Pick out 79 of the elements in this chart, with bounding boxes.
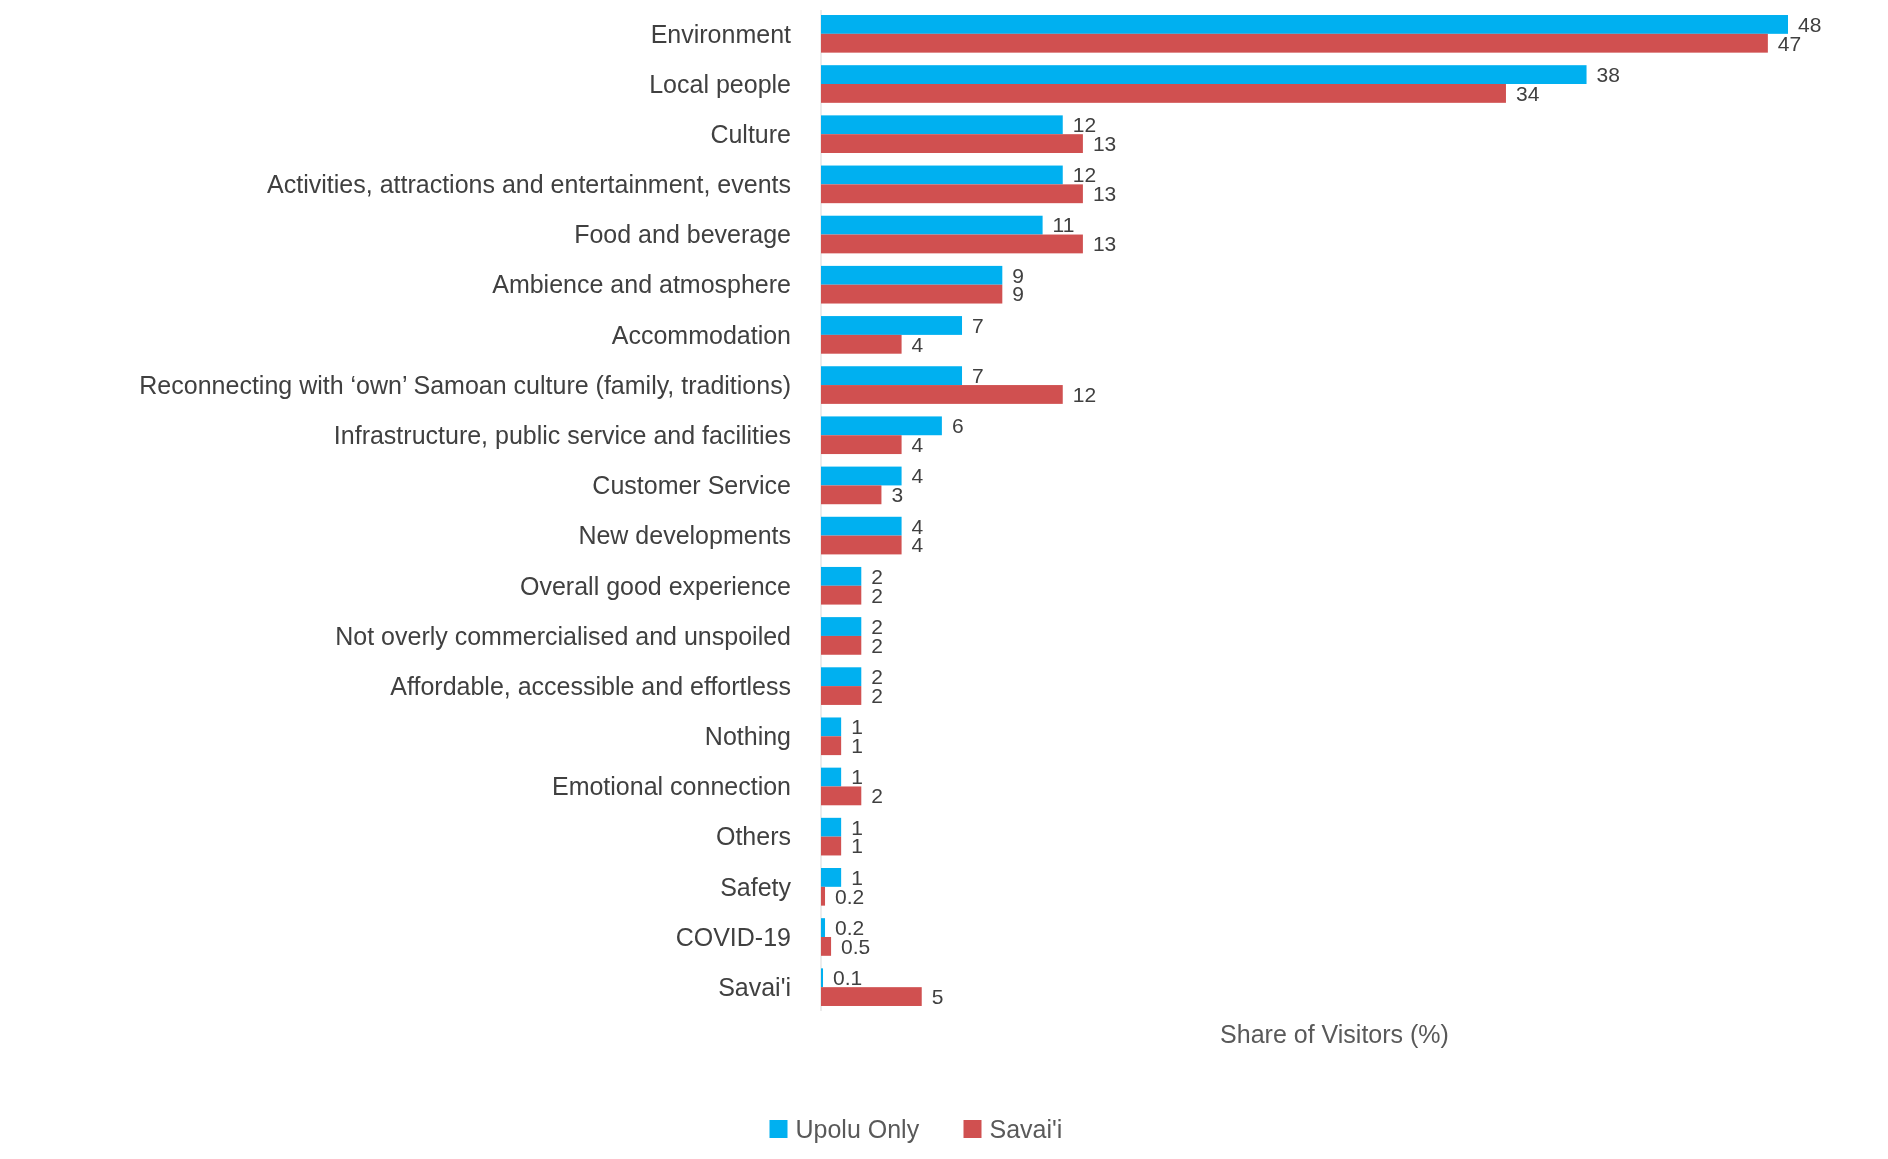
bar	[821, 786, 862, 806]
bar	[821, 767, 842, 787]
bar	[821, 886, 826, 906]
bar	[821, 265, 1003, 285]
y-tick-label: New developments	[578, 521, 791, 550]
data-label: 4	[911, 464, 924, 488]
data-label: 12	[1072, 382, 1097, 406]
data-label: 38	[1596, 62, 1620, 86]
data-label: 4	[911, 432, 924, 456]
data-label: 3	[891, 483, 904, 507]
y-tick-label: Environment	[650, 19, 792, 48]
bar	[821, 435, 902, 455]
y-tick-label: Local people	[649, 69, 791, 98]
data-label: 7	[972, 313, 984, 337]
bar	[821, 987, 922, 1006]
bar	[821, 918, 826, 937]
bar	[821, 334, 902, 354]
bar	[821, 516, 902, 536]
bar	[821, 968, 824, 988]
bar	[821, 585, 862, 605]
y-tick-label: Reconnecting with ‘own’ Samoan culture (family, traditions)	[139, 370, 791, 399]
y-tick-label: Accommodation	[611, 320, 791, 349]
bar	[821, 736, 842, 756]
bar	[821, 366, 963, 386]
bar	[821, 33, 1768, 53]
bar	[821, 385, 1063, 404]
bar	[821, 134, 1083, 153]
data-label: 5	[931, 984, 944, 1008]
y-tick-label: Emotional connection	[551, 772, 791, 801]
bar	[821, 535, 902, 555]
y-tick-label: Not overly commercialised and unspoiled	[335, 621, 791, 650]
bar	[821, 215, 1043, 235]
x-axis-title: Share of Visitors (%)	[1220, 1020, 1449, 1048]
bar	[821, 836, 842, 856]
bar	[821, 667, 862, 687]
y-tick-label: Ambience and atmosphere	[492, 270, 791, 299]
bar	[821, 165, 1063, 185]
bar	[821, 284, 1003, 304]
bar	[821, 15, 1788, 34]
bar	[821, 316, 963, 335]
data-label: 1	[851, 765, 863, 789]
legend-label: Upolu Only	[795, 1114, 920, 1143]
bar	[821, 65, 1587, 85]
data-label: 11	[1052, 213, 1075, 237]
y-tick-label: Affordable, accessible and effortless	[390, 671, 791, 700]
y-tick-label: Safety	[720, 872, 792, 901]
y-tick-label: Customer Service	[592, 471, 791, 500]
data-label: 2	[871, 784, 883, 808]
data-label: 34	[1515, 81, 1540, 105]
bar	[821, 936, 832, 956]
y-tick-label: Overall good experience	[520, 571, 791, 600]
bar	[821, 868, 842, 887]
y-tick-label: Savai'i	[718, 972, 791, 1001]
data-label: 4	[911, 332, 924, 356]
bar	[821, 817, 842, 837]
data-label: 13	[1092, 232, 1117, 256]
bar	[821, 686, 862, 705]
bar	[821, 184, 1083, 204]
bar	[821, 466, 902, 486]
data-label: 6	[951, 414, 964, 438]
y-tick-label: Nothing	[704, 722, 791, 751]
data-label: 0.1	[833, 966, 863, 990]
bar	[821, 115, 1063, 135]
y-tick-label: Infrastructure, public service and facilities	[333, 420, 791, 449]
bar	[821, 485, 882, 505]
y-tick-label: Others	[715, 822, 791, 851]
data-label: 7	[972, 364, 984, 387]
bar	[821, 635, 862, 655]
y-tick-label: Activities, attractions and entertainment, events	[267, 170, 791, 199]
legend-label: Savai'i	[989, 1114, 1063, 1143]
bar	[821, 84, 1506, 103]
y-tick-label: COVID-19	[675, 922, 791, 951]
y-tick-label: Food and beverage	[574, 220, 791, 249]
bar	[821, 234, 1083, 254]
bar	[821, 717, 842, 737]
bar	[821, 617, 862, 636]
bar	[821, 416, 942, 436]
bar	[821, 566, 862, 586]
y-tick-label: Culture	[710, 119, 791, 148]
